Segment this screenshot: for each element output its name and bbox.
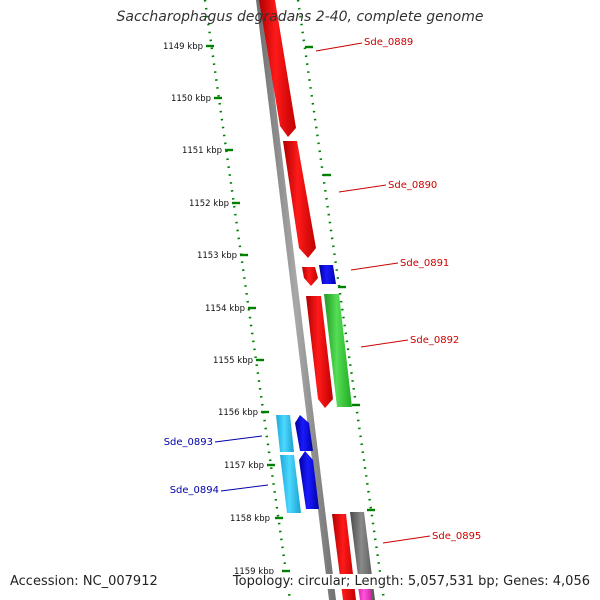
gene-Sde_0892[interactable]	[306, 296, 333, 408]
map-title: Saccharophagus degradans 2-40, complete …	[116, 9, 484, 25]
tick-label: 1158 kbp	[230, 514, 270, 524]
tick-label: 1151 kbp	[182, 146, 222, 156]
leader-Sde_0892	[360, 339, 409, 348]
leader-Sde_0889	[315, 42, 363, 52]
gene-label-Sde_0893[interactable]: Sde_0893	[164, 437, 213, 448]
feature-cyan-lower[interactable]	[280, 455, 301, 513]
gene-Sde_0890[interactable]	[283, 141, 316, 258]
genome-backbone	[256, 0, 336, 600]
gene-Sde_0889[interactable]	[259, 0, 296, 137]
tick-label: 1149 kbp	[163, 42, 203, 52]
feature-cyan-upper[interactable]	[276, 415, 294, 452]
tick-label: 1153 kbp	[197, 251, 237, 261]
accession-text: Accession: NC_007912	[9, 574, 159, 589]
gc-track-right	[296, 0, 386, 600]
feature-blue-small[interactable]	[319, 265, 336, 284]
gene-label-Sde_0890[interactable]: Sde_0890	[388, 180, 437, 191]
tick-label: 1154 kbp	[205, 304, 245, 314]
leader-Sde_0895	[382, 535, 431, 544]
tick-label: 1157 kbp	[224, 461, 264, 471]
gene-Sde_0893[interactable]	[295, 415, 313, 451]
leader-Sde_0890	[338, 184, 387, 193]
tick-label: 1152 kbp	[189, 199, 229, 209]
gc-track-left	[203, 0, 292, 600]
gene-label-Sde_0895[interactable]: Sde_0895	[432, 531, 481, 542]
feature-green[interactable]	[324, 294, 352, 407]
gene-label-Sde_0892[interactable]: Sde_0892	[410, 335, 459, 346]
tick-label: 1155 kbp	[213, 356, 253, 366]
gene-label-Sde_0889[interactable]: Sde_0889	[364, 37, 413, 48]
leader-Sde_0891	[350, 262, 399, 271]
genome-summary-text: Topology: circular; Length: 5,057,531 bp…	[231, 574, 591, 589]
gene-label-Sde_0891[interactable]: Sde_0891	[400, 258, 449, 269]
gene-Sde_0894[interactable]	[299, 451, 319, 509]
leader-Sde_0894	[220, 484, 269, 492]
tick-group: 1149 kbp 1150 kbp 1151 kbp 1152 kbp 1153…	[163, 42, 290, 577]
tick-label: 1150 kbp	[171, 94, 211, 104]
gene-Sde_0891[interactable]	[302, 267, 318, 286]
gene-label-Sde_0894[interactable]: Sde_0894	[170, 485, 219, 496]
leader-Sde_0893	[214, 435, 263, 443]
tick-label: 1159 kbp	[234, 567, 274, 577]
tick-label: 1156 kbp	[218, 408, 258, 418]
